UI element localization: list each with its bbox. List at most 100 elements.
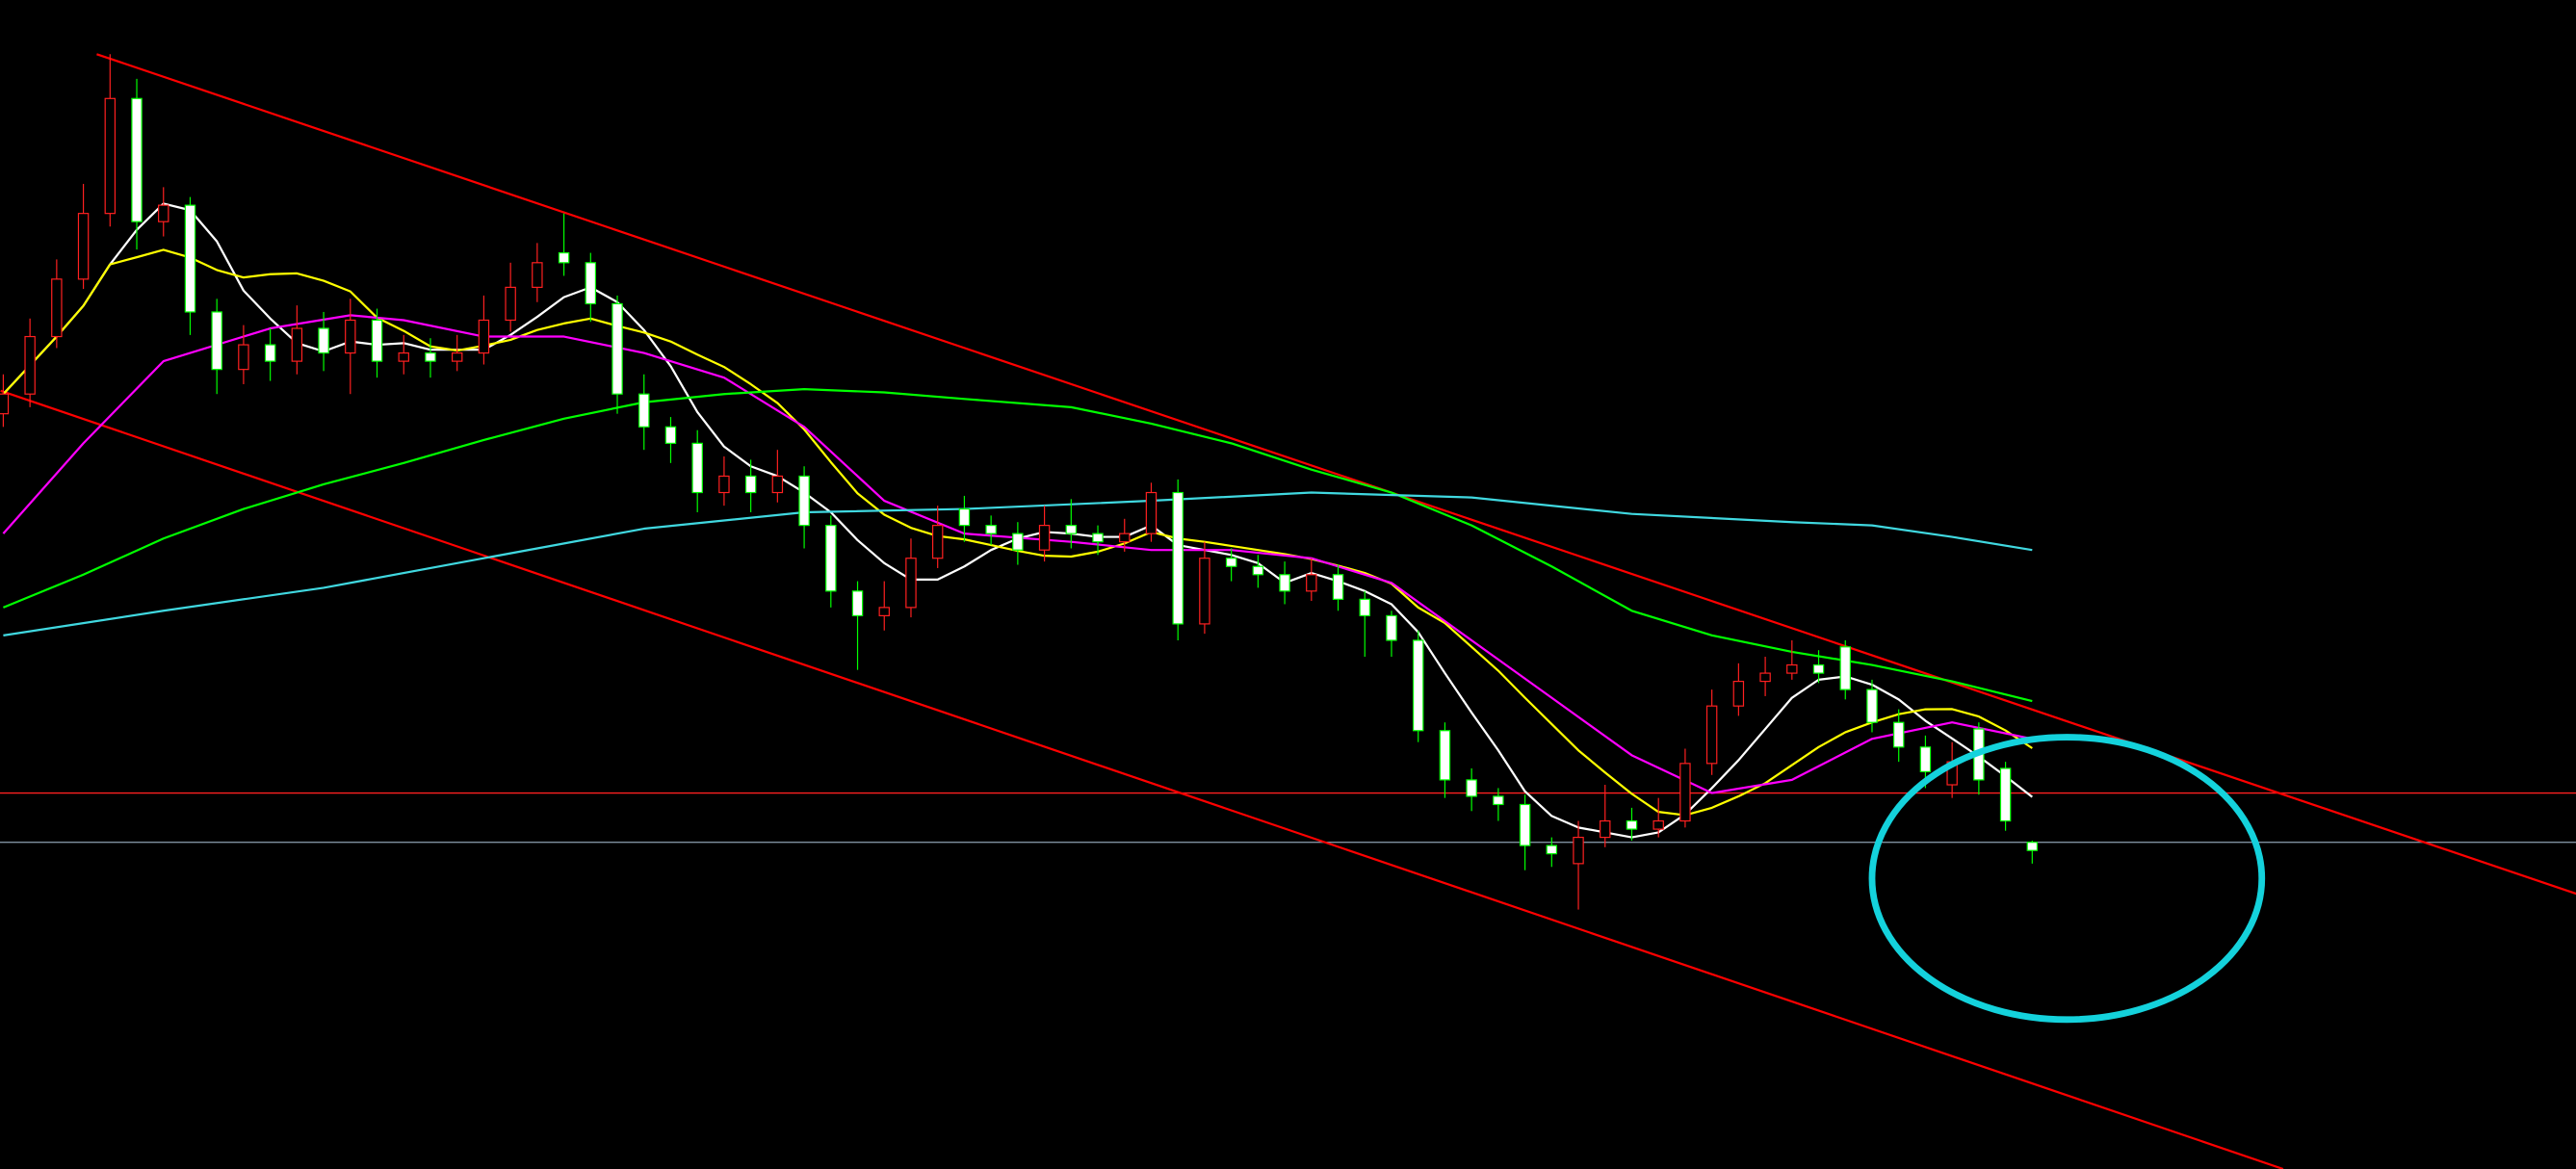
candle-down [1332, 564, 1344, 611]
candle-body [878, 607, 890, 616]
candle-body [958, 507, 971, 527]
candle-body [985, 525, 997, 534]
candle-body [1306, 574, 1317, 592]
candle-down [825, 515, 837, 608]
candle-body [24, 335, 36, 395]
candle-down [744, 459, 757, 512]
candle-down [1626, 807, 1638, 841]
candle-body [931, 525, 944, 559]
candle-up [505, 262, 516, 332]
candle-body [131, 97, 143, 222]
candle-up [1199, 541, 1210, 635]
candle-down [985, 515, 997, 546]
candle-down [1225, 548, 1237, 582]
candle-body [478, 319, 490, 354]
candle-body [532, 262, 543, 288]
candle-body [1786, 663, 1798, 674]
candle-down [664, 417, 677, 463]
candle-up [51, 259, 63, 349]
highlight-ellipse [1868, 734, 2266, 1024]
candle-body [1386, 614, 1397, 641]
candle-up [291, 305, 303, 375]
candle-down [1519, 794, 1531, 870]
candle-up [1306, 558, 1317, 602]
candle-body [744, 475, 757, 494]
candle-down [691, 429, 703, 512]
candle-down [1812, 650, 1825, 684]
candle-up [104, 54, 117, 227]
candle-body [451, 351, 463, 362]
candle-body [1092, 533, 1104, 543]
candle-body [1038, 525, 1051, 551]
candle-body [104, 97, 117, 215]
candle-down [1999, 762, 2012, 831]
candle-up [905, 538, 917, 618]
candle-body [905, 558, 917, 609]
candle-up [1679, 748, 1691, 828]
candle-down [1892, 709, 1905, 763]
candle-down [1493, 788, 1504, 821]
candle-up [878, 581, 890, 631]
candle-down [131, 78, 143, 250]
candles [0, 54, 2039, 910]
candle-down [638, 374, 650, 451]
highlight-layer [1868, 734, 2266, 1024]
candle-body [1812, 663, 1825, 674]
candle-down [958, 495, 971, 542]
candle-body [1119, 533, 1131, 543]
candle-up [1946, 741, 1958, 798]
candle-down [184, 196, 196, 335]
candle-body [585, 262, 597, 305]
candle-up [718, 456, 730, 507]
candle-down [1466, 767, 1477, 812]
candle-body [1999, 767, 2012, 822]
candle-up [345, 299, 356, 395]
candle-body [611, 302, 623, 395]
candle-body [2026, 842, 2039, 851]
candle-body [1199, 558, 1210, 625]
candle-body [1012, 533, 1024, 551]
candle-down [1839, 639, 1851, 700]
candle-down [371, 308, 383, 378]
candle-up [1705, 689, 1718, 775]
candle-down [425, 338, 436, 378]
candle-up [0, 374, 10, 428]
candle-body [291, 327, 303, 362]
candle-up [398, 334, 409, 375]
candle-body [318, 327, 329, 354]
candle-body [184, 204, 196, 313]
candle-body [425, 351, 436, 362]
candle-down [1359, 590, 1370, 658]
candle-body [1839, 646, 1851, 690]
candle-up [1145, 482, 1158, 542]
candle-body [1679, 763, 1691, 822]
candle-body [638, 393, 650, 428]
candle-up [532, 243, 543, 302]
candle-body [1759, 672, 1771, 683]
candle-up [1119, 518, 1131, 552]
candle-body [1546, 844, 1558, 855]
candle-body [718, 475, 730, 494]
candle-up [771, 450, 784, 503]
candle-body [1892, 721, 1905, 748]
candle-body [1065, 525, 1078, 534]
candle-up [238, 325, 249, 384]
candle-body [1600, 819, 1611, 839]
candle-body [1919, 746, 1932, 772]
candle-body [51, 278, 63, 338]
candle-body [1332, 574, 1344, 600]
candle-body [264, 344, 276, 362]
candle-body [1145, 491, 1158, 534]
candle-body [1172, 491, 1184, 625]
candle-down [1866, 679, 1878, 733]
ma-line-ma5 [2, 202, 2033, 839]
lower-trendline [0, 389, 2284, 1169]
candle-body [1866, 688, 1878, 723]
candle-down [558, 213, 570, 276]
candle-up [1786, 639, 1798, 680]
candle-body [798, 475, 810, 527]
candle-body [1412, 639, 1424, 732]
candle-down [264, 328, 276, 381]
candle-up [931, 506, 944, 568]
